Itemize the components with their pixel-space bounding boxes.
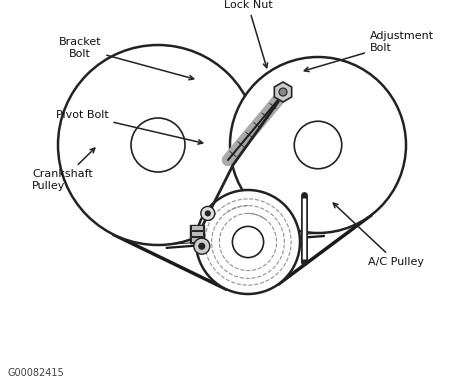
Bar <box>190 225 204 243</box>
Circle shape <box>205 211 210 216</box>
Polygon shape <box>274 82 292 102</box>
Bar <box>191 237 203 242</box>
Circle shape <box>201 206 215 220</box>
Text: Adjustment
Bolt: Adjustment Bolt <box>304 31 434 72</box>
Circle shape <box>279 88 287 96</box>
Circle shape <box>194 238 210 254</box>
Circle shape <box>131 118 185 172</box>
Bar <box>191 225 203 230</box>
Circle shape <box>58 45 258 245</box>
Circle shape <box>294 121 342 169</box>
Bar <box>191 231 203 236</box>
Text: Crankshaft
Pulley: Crankshaft Pulley <box>32 148 95 191</box>
Text: Bracket
Bolt: Bracket Bolt <box>59 37 194 80</box>
Circle shape <box>196 190 300 294</box>
Text: Pivot Bolt: Pivot Bolt <box>55 110 202 144</box>
Text: Lock Nut: Lock Nut <box>224 0 273 68</box>
Circle shape <box>230 57 406 233</box>
Circle shape <box>232 227 264 258</box>
Text: A/C Pulley: A/C Pulley <box>333 203 424 267</box>
Circle shape <box>199 243 205 249</box>
Text: G00082415: G00082415 <box>8 368 65 378</box>
